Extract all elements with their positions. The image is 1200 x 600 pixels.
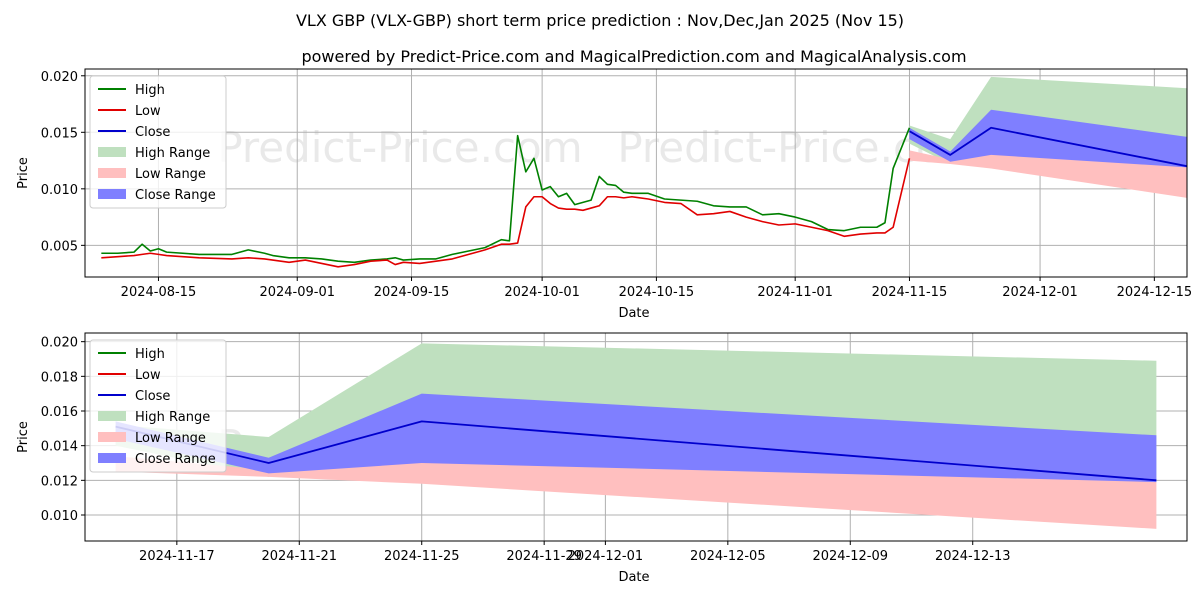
- legend-swatch-patch: [98, 432, 126, 442]
- legend-label: Low Range: [135, 167, 206, 182]
- x-tick-label: 2024-12-05: [690, 549, 766, 564]
- y-tick-label: 0.020: [41, 70, 78, 85]
- x-tick-label: 2024-12-09: [812, 549, 888, 564]
- legend: High Low Close High Range Low Range Close Ran…: [89, 339, 227, 473]
- watermark-text: Predict-Price.com: [217, 123, 582, 172]
- legend-swatch-patch: [98, 453, 126, 463]
- y-tick-label: 0.010: [41, 509, 78, 524]
- chart-title: VLX GBP (VLX-GBP) short term price predi…: [296, 11, 904, 30]
- watermark-text: Predict-Price.com: [417, 276, 782, 325]
- plot-area: [115, 343, 1157, 529]
- y-tick-label: 0.018: [41, 370, 78, 385]
- x-tick-label: 2024-09-01: [259, 285, 335, 300]
- panel-2: Predict-Price.comPredict-Price.com2024-1…: [16, 332, 1188, 585]
- x-tick-label: 2024-11-21: [261, 549, 337, 564]
- legend-label: High: [135, 83, 165, 98]
- legend-label: Low: [135, 104, 161, 119]
- y-axis-label: Price: [16, 157, 31, 189]
- legend-label: High Range: [135, 410, 210, 425]
- legend-label: High Range: [135, 146, 210, 161]
- legend: High Low Close High Range Low Range Close Ran…: [89, 75, 227, 209]
- y-tick-label: 0.020: [41, 336, 78, 351]
- x-tick-label: 2024-11-01: [757, 285, 833, 300]
- y-tick-label: 0.016: [41, 405, 78, 420]
- low-series-line: [101, 158, 911, 268]
- legend-label: Close Range: [135, 452, 216, 467]
- legend-label: Close: [135, 125, 170, 140]
- x-tick-label: 2024-11-25: [384, 549, 460, 564]
- legend-swatch-patch: [98, 147, 126, 157]
- x-tick-label: 2024-10-15: [619, 285, 695, 300]
- x-axis-label: Date: [618, 306, 649, 321]
- x-tick-label: 2024-12-15: [1117, 285, 1193, 300]
- x-tick-label: 2024-11-15: [872, 285, 948, 300]
- y-tick-label: 0.010: [41, 183, 78, 198]
- plot-frame: [84, 68, 1188, 278]
- y-axis-label: Price: [16, 421, 31, 453]
- legend-label: Close: [135, 389, 170, 404]
- legend-swatch-patch: [98, 411, 126, 421]
- legend-label: Close Range: [135, 188, 216, 203]
- y-tick-label: 0.014: [41, 440, 78, 455]
- legend-swatch-patch: [98, 168, 126, 178]
- x-tick-label: 2024-10-01: [504, 285, 580, 300]
- x-tick-label: 2024-12-13: [935, 549, 1011, 564]
- x-tick-label: 2024-09-15: [374, 285, 450, 300]
- high-series-line: [101, 127, 911, 264]
- y-tick-label: 0.005: [41, 239, 78, 254]
- legend-label: Low Range: [135, 431, 206, 446]
- x-tick-label: 2024-12-01: [1002, 285, 1078, 300]
- x-tick-label: 2024-11-29: [506, 549, 582, 564]
- x-tick-label: 2024-12-01: [568, 549, 644, 564]
- x-tick-label: 2024-11-17: [139, 549, 215, 564]
- y-tick-label: 0.012: [41, 474, 78, 489]
- plot-area: [101, 76, 1187, 268]
- legend-label: Low: [135, 368, 161, 383]
- legend-swatch-patch: [98, 189, 126, 199]
- panel-1: Predict-Price.com Predict-Price.comPredic…: [16, 68, 1193, 325]
- close-series-line: [909, 126, 1187, 168]
- y-tick-label: 0.015: [41, 126, 78, 141]
- x-axis-label: Date: [618, 570, 649, 585]
- chart-subtitle: powered by Predict-Price.com and Magical…: [301, 47, 966, 66]
- legend-label: High: [135, 347, 165, 362]
- plot-frame: [84, 332, 1188, 542]
- x-tick-label: 2024-08-15: [121, 285, 197, 300]
